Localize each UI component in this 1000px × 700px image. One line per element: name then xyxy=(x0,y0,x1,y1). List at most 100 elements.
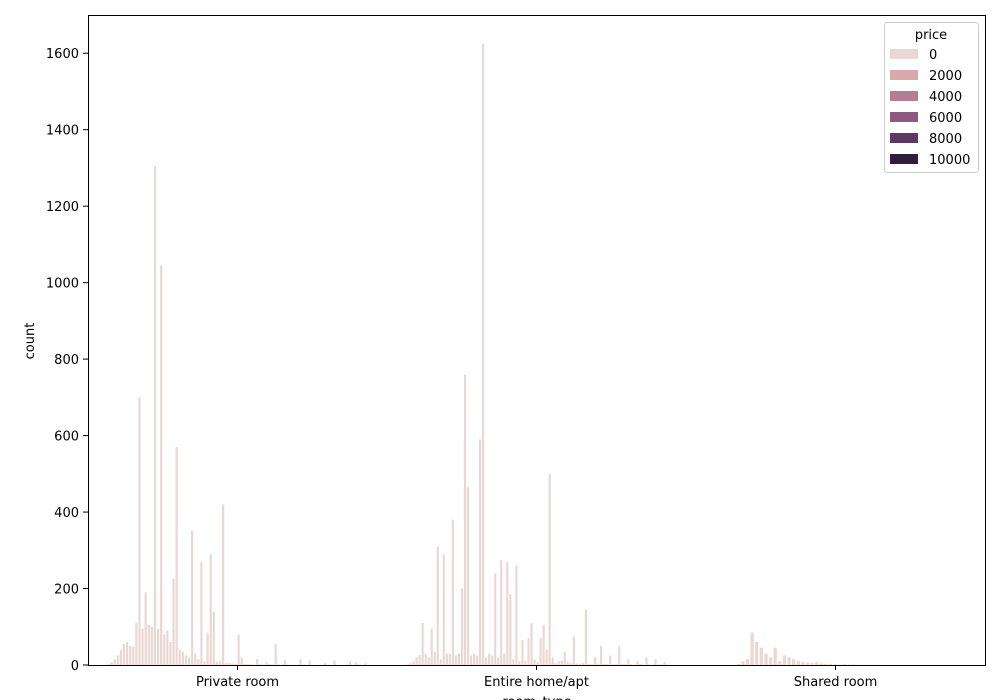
bar xyxy=(119,649,122,665)
y-tick-label: 1000 xyxy=(46,277,79,292)
bar xyxy=(833,664,837,665)
bar xyxy=(175,447,178,665)
bar xyxy=(569,663,572,665)
bar xyxy=(805,662,810,665)
bar xyxy=(206,632,209,665)
bar xyxy=(639,664,642,665)
bar xyxy=(563,651,566,665)
bar xyxy=(593,657,597,665)
bar xyxy=(491,655,494,665)
legend-items: 0 2000 4000 6000 8000 10000 xyxy=(890,48,970,168)
bar xyxy=(627,659,630,665)
bar xyxy=(274,643,277,665)
bar xyxy=(249,664,253,665)
bar xyxy=(755,642,759,665)
bar xyxy=(533,659,536,665)
bar xyxy=(240,657,243,665)
bar xyxy=(621,663,624,665)
bar xyxy=(129,645,132,665)
bar xyxy=(636,661,639,665)
y-tick-label: 1600 xyxy=(46,47,79,62)
bar xyxy=(412,661,415,665)
bar xyxy=(256,659,259,665)
bar xyxy=(521,640,524,665)
bar xyxy=(228,663,231,665)
bar xyxy=(160,265,163,665)
bar xyxy=(107,663,110,665)
bar xyxy=(463,374,467,665)
bar xyxy=(259,664,262,665)
bar xyxy=(584,609,588,665)
bar xyxy=(203,661,206,665)
bar xyxy=(485,657,488,665)
x-axis: Private room Entire home/apt Shared room xyxy=(196,665,877,690)
bar xyxy=(181,651,184,665)
legend: price 0 2000 4000 6000 8000 10000 xyxy=(884,22,979,173)
bar xyxy=(424,653,427,665)
bar xyxy=(147,624,150,665)
bar xyxy=(153,166,157,665)
bar xyxy=(156,628,160,665)
bar xyxy=(427,657,430,665)
bar xyxy=(741,661,745,665)
legend-label: 4000 xyxy=(929,90,962,105)
bar xyxy=(824,663,828,665)
bar xyxy=(810,663,814,665)
bar xyxy=(406,664,409,665)
bar xyxy=(333,660,336,665)
x-tick-label: Entire home/apt xyxy=(484,675,589,690)
bar xyxy=(597,663,600,665)
bar xyxy=(479,439,482,665)
bar xyxy=(801,661,805,665)
bar xyxy=(268,664,271,665)
bar xyxy=(308,660,311,665)
bar xyxy=(469,655,473,665)
bar xyxy=(265,661,268,665)
bar xyxy=(169,642,172,665)
legend-swatch xyxy=(890,154,918,164)
bar xyxy=(615,664,618,665)
legend-title: price xyxy=(915,28,947,43)
bar xyxy=(194,653,197,665)
y-tick-label: 1200 xyxy=(46,200,79,215)
bar xyxy=(243,663,246,665)
bar xyxy=(819,663,823,665)
bar xyxy=(218,661,222,665)
bar xyxy=(442,554,445,665)
bar xyxy=(545,649,548,665)
legend-swatch xyxy=(890,112,918,122)
bar xyxy=(581,663,584,665)
y-axis: 0 200 400 600 800 1000 1200 1400 1600 xyxy=(46,47,88,674)
bar xyxy=(497,657,500,665)
bar xyxy=(454,655,457,665)
y-tick-label: 800 xyxy=(54,353,79,368)
bar xyxy=(539,638,542,665)
bar xyxy=(222,504,225,665)
bar xyxy=(421,622,424,665)
bar xyxy=(482,43,485,666)
bar xyxy=(132,646,135,665)
legend-label: 8000 xyxy=(929,132,962,147)
bar xyxy=(215,661,218,665)
bar xyxy=(792,659,796,665)
bar xyxy=(609,655,612,665)
bar xyxy=(645,657,648,665)
bar xyxy=(433,651,436,665)
y-axis-label: count xyxy=(23,323,38,360)
bar xyxy=(606,664,609,665)
bar xyxy=(503,653,506,665)
bar xyxy=(815,661,819,665)
x-tick-label: Private room xyxy=(196,675,279,690)
bar xyxy=(231,663,234,665)
bar xyxy=(494,573,497,665)
bar xyxy=(745,659,750,665)
bar xyxy=(187,657,191,665)
bar xyxy=(225,662,228,665)
bar xyxy=(178,649,181,665)
y-tick-label: 200 xyxy=(54,583,79,598)
bar xyxy=(782,655,787,665)
bar xyxy=(200,561,203,665)
bar xyxy=(163,634,166,665)
bar xyxy=(630,664,633,665)
